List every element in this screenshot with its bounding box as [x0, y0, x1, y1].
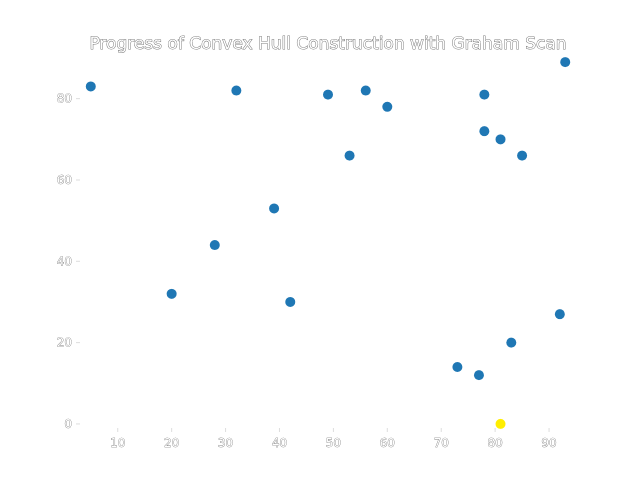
data-point	[209, 240, 220, 251]
data-points	[85, 57, 571, 429]
data-point	[506, 337, 517, 348]
x-tick-label: 70	[434, 436, 449, 450]
y-tick-label: 60	[57, 173, 72, 187]
data-point	[382, 101, 393, 112]
data-point	[231, 85, 242, 96]
data-point	[554, 309, 565, 320]
data-point	[452, 362, 463, 373]
x-tick-label: 50	[326, 436, 341, 450]
data-point	[479, 89, 490, 100]
data-point	[560, 57, 571, 68]
x-tick-label: 20	[164, 436, 179, 450]
data-point	[495, 134, 506, 145]
data-point	[517, 150, 528, 161]
x-axis: 10 20 30 40 50 60 70 80 90	[110, 428, 557, 450]
data-point	[166, 288, 177, 299]
x-tick-label: 10	[110, 436, 125, 450]
data-point	[85, 81, 96, 92]
highlighted-data-point	[495, 418, 506, 429]
y-tick-label: 40	[57, 254, 72, 268]
data-point	[479, 126, 490, 137]
x-tick-label: 40	[272, 436, 287, 450]
data-point	[473, 370, 484, 381]
y-tick-label: 80	[57, 92, 72, 106]
data-point	[285, 296, 296, 307]
data-point	[344, 150, 355, 161]
data-point	[269, 203, 280, 214]
x-tick-label: 30	[218, 436, 233, 450]
y-tick-label: 20	[57, 336, 72, 350]
x-tick-label: 60	[380, 436, 395, 450]
y-tick-label: 0	[64, 417, 72, 431]
data-point	[323, 89, 333, 100]
x-tick-label: 80	[487, 436, 502, 450]
y-axis: 0 20 40 60 80	[56, 91, 80, 431]
data-point	[360, 85, 371, 96]
x-tick-label: 90	[541, 436, 556, 450]
chart-title: Progress of Convex Hull Construction wit…	[89, 34, 566, 54]
